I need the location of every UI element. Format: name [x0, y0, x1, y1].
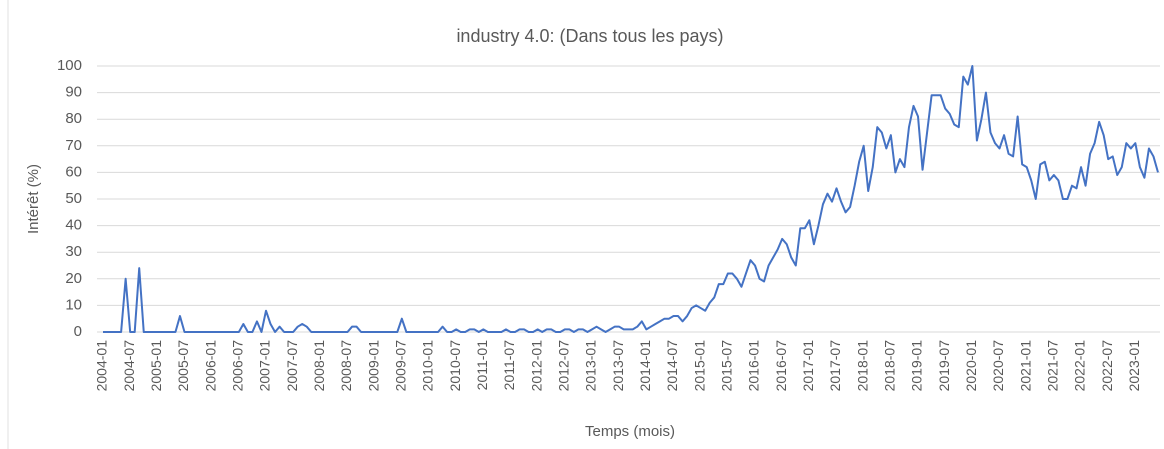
- y-tick-label: 80: [65, 110, 82, 127]
- x-tick-label: 2012-07: [556, 340, 572, 392]
- x-tick-label: 2017-01: [800, 340, 816, 392]
- y-tick-label: 10: [65, 296, 82, 313]
- x-tick-label: 2022-07: [1099, 340, 1115, 392]
- y-tick-label: 50: [65, 190, 82, 207]
- y-tick-label: 100: [57, 57, 82, 74]
- x-tick-label: 2005-07: [175, 340, 191, 392]
- y-tick-label: 0: [74, 323, 82, 340]
- x-tick-label: 2011-07: [501, 340, 517, 391]
- x-tick-label: 2014-01: [637, 340, 653, 392]
- x-tick-label: 2020-07: [990, 340, 1006, 392]
- x-tick-label: 2008-07: [338, 340, 354, 392]
- x-tick-label: 2016-01: [746, 340, 762, 392]
- x-tick-label: 2014-07: [664, 340, 680, 392]
- x-tick-label: 2009-07: [393, 340, 409, 392]
- x-tick-label: 2018-07: [882, 340, 898, 392]
- x-tick-label: 2015-01: [691, 340, 707, 392]
- line-series: [103, 65, 1159, 333]
- y-tick-label: 20: [65, 270, 82, 287]
- x-tick-label: 2004-07: [121, 340, 137, 392]
- y-tick-label: 70: [65, 137, 82, 154]
- x-tick-label: 2008-01: [311, 340, 327, 392]
- x-tick-label: 2017-07: [827, 340, 843, 392]
- x-axis-label: Temps (mois): [585, 423, 675, 440]
- x-tick-label: 2007-01: [257, 340, 273, 392]
- x-tick-label: 2016-07: [773, 340, 789, 392]
- x-tick-label: 2021-01: [1017, 340, 1033, 392]
- y-tick-label: 30: [65, 243, 82, 260]
- x-tick-label: 2015-07: [719, 340, 735, 392]
- x-tick-label: 2011-01: [474, 340, 490, 391]
- x-tick-label: 2022-01: [1072, 340, 1088, 392]
- x-tick-label: 2006-01: [202, 340, 218, 392]
- x-tick-label: 2021-07: [1045, 340, 1061, 392]
- y-tick-label: 40: [65, 217, 82, 234]
- x-tick-label: 2010-07: [447, 340, 463, 392]
- y-tick-label: 60: [65, 163, 82, 180]
- x-tick-label: 2019-01: [909, 340, 925, 392]
- x-tick-label: 2005-01: [148, 340, 164, 392]
- x-tick-label: 2009-01: [365, 340, 381, 392]
- chart-title: industry 4.0: (Dans tous les pays): [456, 26, 723, 46]
- x-tick-label: 2013-01: [583, 340, 599, 392]
- x-tick-label: 2020-01: [963, 340, 979, 392]
- x-tick-label: 2007-07: [284, 340, 300, 392]
- x-tick-label: 2012-01: [528, 340, 544, 392]
- x-tick-label: 2023-01: [1126, 340, 1142, 392]
- x-tick-label: 2019-07: [936, 340, 952, 392]
- y-axis-label: Intérêt (%): [25, 164, 42, 234]
- x-tick-label: 2004-01: [94, 340, 110, 392]
- x-tick-label: 2006-07: [230, 340, 246, 392]
- y-tick-label: 90: [65, 84, 82, 101]
- x-tick-label: 2018-01: [854, 340, 870, 392]
- x-tick-label: 2013-07: [610, 340, 626, 392]
- x-tick-label: 2010-01: [420, 340, 436, 392]
